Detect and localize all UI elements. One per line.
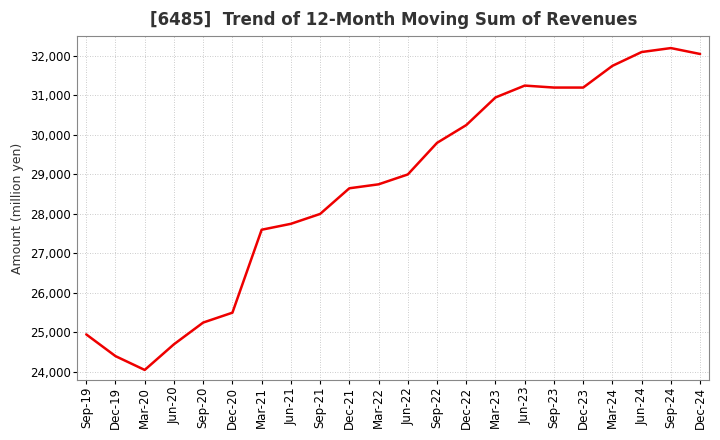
Y-axis label: Amount (million yen): Amount (million yen) (11, 143, 24, 274)
Title: [6485]  Trend of 12-Month Moving Sum of Revenues: [6485] Trend of 12-Month Moving Sum of R… (150, 11, 637, 29)
